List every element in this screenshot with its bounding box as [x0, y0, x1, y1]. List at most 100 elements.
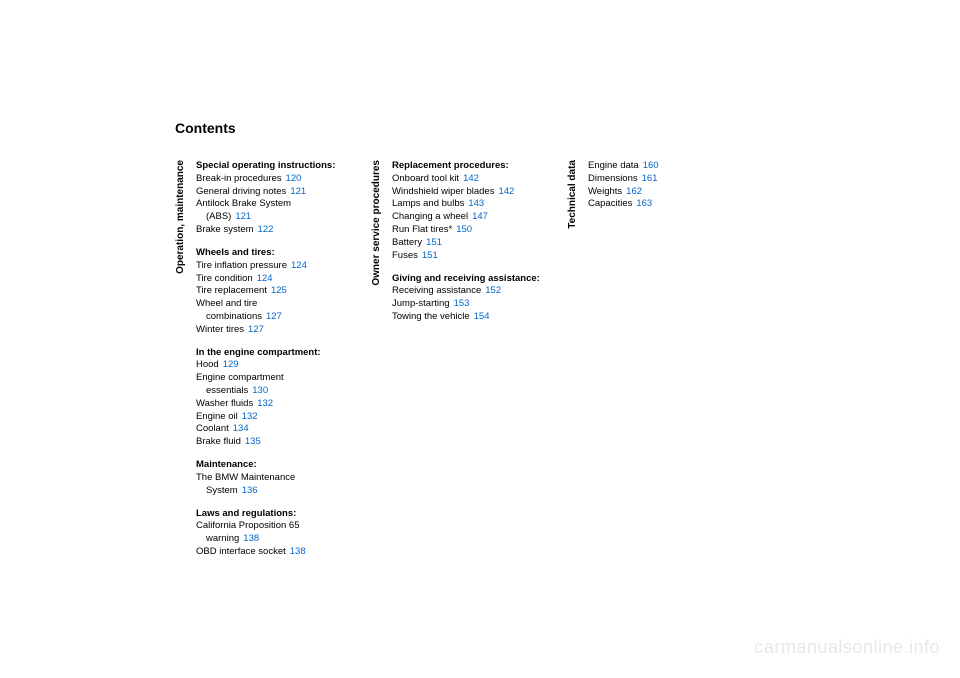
entry-text: Brake system — [196, 224, 254, 235]
page-number-link[interactable]: 152 — [485, 285, 501, 296]
page-number-link[interactable]: 151 — [426, 237, 442, 248]
toc-entry: Lamps and bulbs 143 — [392, 198, 567, 211]
entry-text: Tire inflation pressure — [196, 260, 287, 271]
column-content: Replacement procedures:Onboard tool kit1… — [392, 160, 567, 334]
page-number-link[interactable]: 143 — [468, 198, 484, 209]
page-number-link[interactable]: 138 — [290, 546, 306, 557]
section-title: Giving and receiving assistance: — [392, 273, 567, 286]
entry-text: Fuses — [392, 250, 418, 261]
page-number-link[interactable]: 135 — [245, 436, 261, 447]
entry-text: Dimensions — [588, 173, 638, 184]
toc-entry: Tire replacement125 — [196, 285, 371, 298]
page-number-link[interactable]: 121 — [235, 211, 251, 222]
page-number-link[interactable]: 122 — [258, 224, 274, 235]
toc-entry: Battery 151 — [392, 237, 567, 250]
page-number-link[interactable]: 134 — [233, 423, 249, 434]
page-number-link[interactable]: 153 — [454, 298, 470, 309]
entry-text: warning — [206, 533, 239, 544]
page-number-link[interactable]: 147 — [472, 211, 488, 222]
entry-text: System — [206, 485, 238, 496]
entry-text: Windshield wiper blades — [392, 186, 494, 197]
page-number-link[interactable]: 132 — [257, 398, 273, 409]
page-number-link[interactable]: 161 — [642, 173, 658, 184]
page-number-link[interactable]: 142 — [498, 186, 514, 197]
entry-text: Run Flat tires* — [392, 224, 452, 235]
page-number-link[interactable]: 127 — [248, 324, 264, 335]
entry-text: Washer fluids — [196, 398, 253, 409]
toc-section: In the engine compartment:Hood129Engine … — [196, 347, 371, 450]
toc-entry: Tire condition 124 — [196, 273, 371, 286]
column-vertical-label: Technical data — [567, 160, 578, 229]
page-number-link[interactable]: 151 — [422, 250, 438, 261]
page-number-link[interactable]: 120 — [286, 173, 302, 184]
toc-entry: OBD interface socket 138 — [196, 546, 371, 559]
page-number-link[interactable]: 154 — [474, 311, 490, 322]
page-number-link[interactable]: 162 — [626, 186, 642, 197]
toc-entry: General driving notes 121 — [196, 186, 371, 199]
page-number-link[interactable]: 130 — [252, 385, 268, 396]
column-content: Special operating instructions:Break-in … — [196, 160, 371, 569]
entry-text: General driving notes — [196, 186, 286, 197]
page-number-link[interactable]: 163 — [636, 198, 652, 209]
page-number-link[interactable]: 127 — [266, 311, 282, 322]
entry-text: OBD interface socket — [196, 546, 286, 557]
entry-text: Brake fluid — [196, 436, 241, 447]
page-number-link[interactable]: 132 — [242, 411, 258, 422]
entry-text: combinations — [206, 311, 262, 322]
toc-entry-continuation: essentials130 — [196, 385, 371, 398]
toc-section: Maintenance:The BMW MaintenanceSystem136 — [196, 459, 371, 497]
toc-entry-continuation: combinations 127 — [196, 311, 371, 324]
entry-text: Tire condition — [196, 273, 253, 284]
toc-entry: Coolant 134 — [196, 423, 371, 436]
entry-text: Lamps and bulbs — [392, 198, 464, 209]
toc-section: Laws and regulations:California Proposit… — [196, 508, 371, 559]
toc-entry: Engine oil132 — [196, 411, 371, 424]
toc-entry: Hood129 — [196, 359, 371, 372]
entry-text: Changing a wheel — [392, 211, 468, 222]
toc-entry: Winter tires 127 — [196, 324, 371, 337]
entry-text: Weights — [588, 186, 622, 197]
page-number-link[interactable]: 129 — [223, 359, 239, 370]
page-number-link[interactable]: 160 — [643, 160, 659, 171]
entry-text: Capacities — [588, 198, 632, 209]
toc-entry: Break-in procedures120 — [196, 173, 371, 186]
page-number-link[interactable]: 121 — [290, 186, 306, 197]
section-title: In the engine compartment: — [196, 347, 371, 360]
toc-entry: Engine compartment — [196, 372, 371, 385]
toc-entry: Windshield wiper blades 142 — [392, 186, 567, 199]
entry-text: Coolant — [196, 423, 229, 434]
entry-text: Onboard tool kit — [392, 173, 459, 184]
toc-entry: Washer fluids 132 — [196, 398, 371, 411]
section-title: Special operating instructions: — [196, 160, 371, 173]
page-title: Contents — [175, 120, 875, 136]
toc-entry: Engine data160 — [588, 160, 733, 173]
column-group: Technical data Engine data160Dimensions 16… — [567, 160, 733, 569]
toc-section: Special operating instructions:Break-in … — [196, 160, 371, 237]
page-number-link[interactable]: 124 — [257, 273, 273, 284]
toc-entry: California Proposition 65 — [196, 520, 371, 533]
toc-entry-continuation: warning 138 — [196, 533, 371, 546]
toc-entry: Tire inflation pressure 124 — [196, 260, 371, 273]
toc-entry: Onboard tool kit 142 — [392, 173, 567, 186]
page-number-link[interactable]: 136 — [242, 485, 258, 496]
toc-entry: Run Flat tires* 150 — [392, 224, 567, 237]
toc-section: Wheels and tires:Tire inflation pressure… — [196, 247, 371, 337]
entry-text: Towing the vehicle — [392, 311, 470, 322]
entry-text: Winter tires — [196, 324, 244, 335]
section-title: Wheels and tires: — [196, 247, 371, 260]
entry-text: Battery — [392, 237, 422, 248]
toc-entry: Antilock Brake System — [196, 198, 371, 211]
toc-entry: Brake fluid 135 — [196, 436, 371, 449]
page-number-link[interactable]: 142 — [463, 173, 479, 184]
page-number-link[interactable]: 150 — [456, 224, 472, 235]
page-number-link[interactable]: 125 — [271, 285, 287, 296]
column-vertical-label: Owner service procedures — [371, 160, 382, 286]
watermark-text: carmanualsonline.info — [754, 637, 940, 658]
page-number-link[interactable]: 138 — [243, 533, 259, 544]
column-content: Engine data160Dimensions 161 Weights 162Cap… — [588, 160, 733, 221]
toc-entry: Dimensions 161 — [588, 173, 733, 186]
columns-container: Operation, maintenanceSpecial operating … — [175, 160, 875, 569]
toc-entry: Brake system 122 — [196, 224, 371, 237]
toc-entry: Wheel and tire — [196, 298, 371, 311]
page-number-link[interactable]: 124 — [291, 260, 307, 271]
